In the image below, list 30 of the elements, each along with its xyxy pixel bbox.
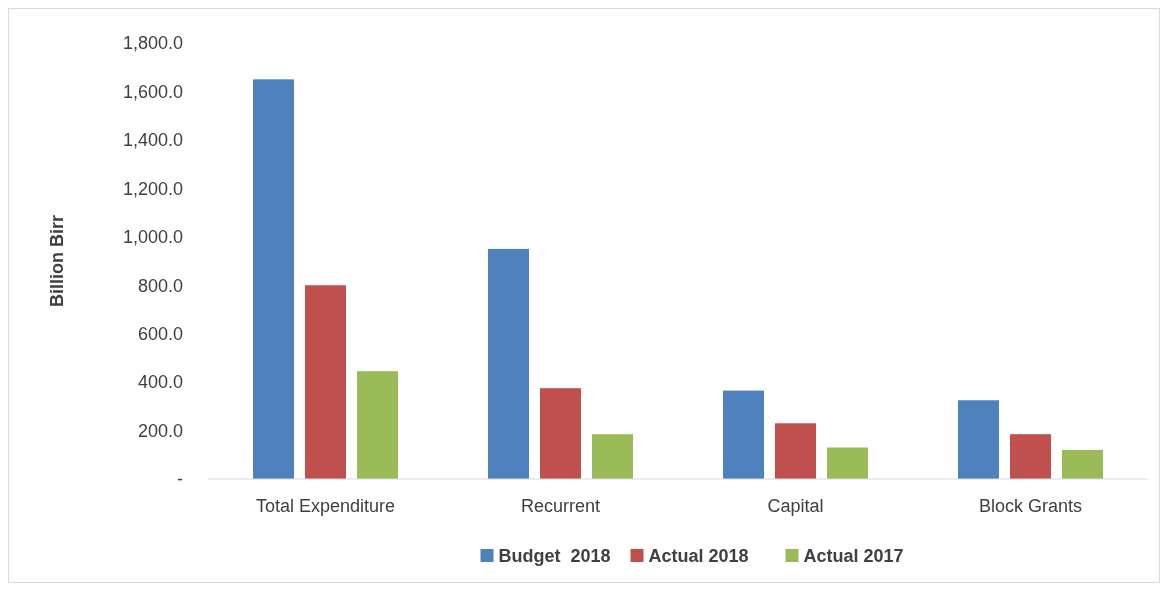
x-tick-label: Total Expenditure (255, 496, 396, 516)
legend-label: Actual 2018 (648, 546, 749, 567)
bar (723, 390, 764, 479)
y-tick-label: 800.0 (137, 275, 183, 296)
y-axis-title: Billion Birr (47, 214, 67, 308)
bar (827, 447, 868, 479)
bar (488, 248, 529, 479)
y-tick-label: 600.0 (137, 323, 183, 344)
x-tick-label: Block Grants (978, 496, 1083, 516)
bar (775, 423, 816, 479)
bar (253, 79, 294, 479)
bar (958, 400, 999, 479)
bar (357, 371, 398, 479)
y-tick-label: 200.0 (137, 420, 183, 441)
legend-label: Budget 2018 (498, 546, 611, 567)
x-tick-label: Recurrent (520, 496, 601, 516)
bar (592, 434, 633, 479)
y-tick-label: 1,600.0 (122, 81, 183, 102)
bar (1010, 434, 1051, 479)
y-tick-label: 1,000.0 (122, 227, 183, 248)
legend-label: Actual 2017 (803, 546, 904, 567)
x-tick-label: Capital (767, 496, 824, 516)
y-tick-label: 1,400.0 (122, 130, 183, 151)
bar (305, 285, 346, 479)
y-tick-label: 1,800.0 (122, 33, 183, 54)
bar (540, 388, 581, 479)
y-tick-label: 400.0 (137, 372, 183, 393)
y-tick-label: 1,200.0 (122, 178, 183, 199)
y-tick-label: - (177, 469, 183, 490)
bar (1062, 449, 1103, 479)
